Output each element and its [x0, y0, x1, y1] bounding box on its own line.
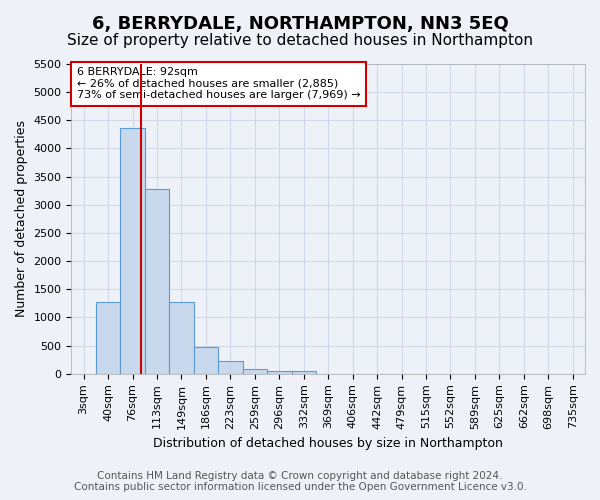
Bar [121, 128, 145, 374]
Bar [145, 189, 169, 374]
Bar [218, 362, 242, 374]
Y-axis label: Number of detached properties: Number of detached properties [15, 120, 28, 318]
Text: 6 BERRYDALE: 92sqm
← 26% of detached houses are smaller (2,885)
73% of semi-deta: 6 BERRYDALE: 92sqm ← 26% of detached hou… [77, 67, 360, 100]
Text: Size of property relative to detached houses in Northampton: Size of property relative to detached ho… [67, 32, 533, 48]
Bar [194, 347, 218, 374]
Bar [292, 370, 316, 374]
Text: Contains HM Land Registry data © Crown copyright and database right 2024.
Contai: Contains HM Land Registry data © Crown c… [74, 471, 526, 492]
Bar [267, 370, 292, 374]
Text: 6, BERRYDALE, NORTHAMPTON, NN3 5EQ: 6, BERRYDALE, NORTHAMPTON, NN3 5EQ [92, 15, 508, 33]
Bar [96, 302, 121, 374]
Bar [169, 302, 194, 374]
Bar [242, 368, 267, 374]
X-axis label: Distribution of detached houses by size in Northampton: Distribution of detached houses by size … [153, 437, 503, 450]
